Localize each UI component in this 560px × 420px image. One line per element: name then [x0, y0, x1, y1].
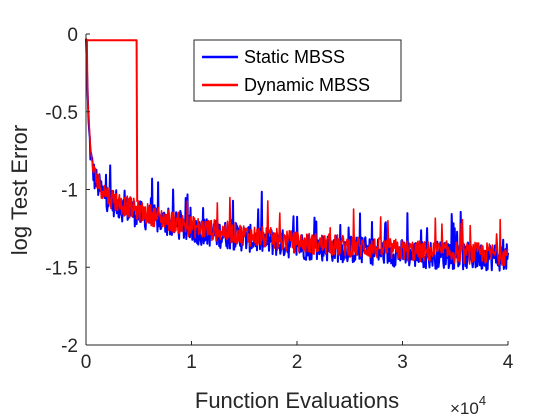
x-tick-label: 0: [81, 352, 92, 373]
series-line-dynamic-mbss-trace: [86, 40, 509, 267]
y-tick-label: 0: [67, 25, 78, 46]
y-tick-label: -2: [61, 336, 78, 357]
x-tick-label: 2: [292, 352, 303, 373]
x-multiplier-label: ×104: [450, 393, 486, 418]
y-tick-label: -0.5: [45, 103, 78, 124]
x-tick-label: 4: [503, 352, 514, 373]
y-axis-label: log Test Error: [7, 125, 32, 255]
x-tick-label: 3: [397, 352, 408, 373]
x-multiplier-exponent: 4: [479, 393, 486, 408]
y-tick-label: -1: [61, 181, 78, 202]
x-axis-label: Function Evaluations: [195, 388, 399, 413]
legend-label-dynamic-mbss: Dynamic MBSS: [244, 75, 370, 95]
legend: Static MBSS Dynamic MBSS: [193, 39, 402, 102]
series-layer: [85, 38, 509, 272]
y-tick-label: -1.5: [45, 258, 78, 279]
legend-label-static-mbss: Static MBSS: [244, 47, 345, 67]
legend-box: [193, 39, 402, 102]
series-line-dynamic-mbss: [85, 38, 139, 202]
x-tick-label: 1: [186, 352, 197, 373]
x-multiplier-base: ×10: [450, 399, 479, 418]
ticks-layer: 0 1 2 3 4 0 -0.5 -1 -1.5 -2: [45, 25, 513, 373]
